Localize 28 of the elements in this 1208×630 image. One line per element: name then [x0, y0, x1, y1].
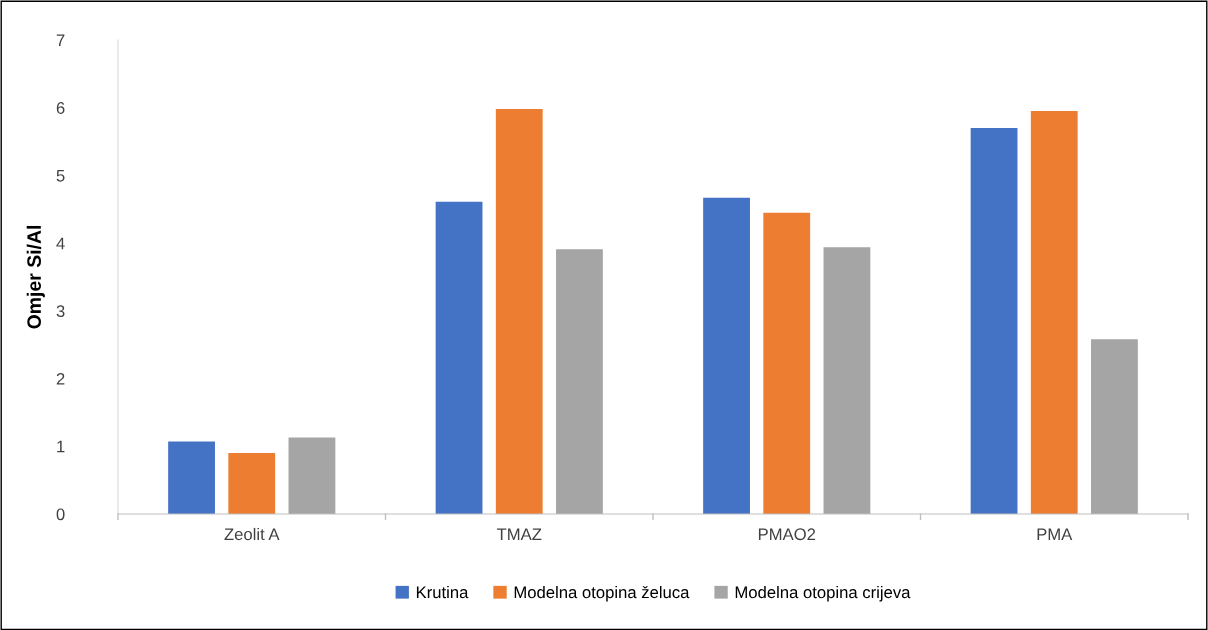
bar — [703, 197, 750, 514]
bar — [556, 249, 603, 514]
bar — [288, 437, 336, 514]
x-tick-label: TMAZ — [496, 528, 542, 540]
y-axis-title: Omjer Si/Al — [26, 225, 45, 329]
legend-label: Modelna otopina crijeva — [735, 585, 911, 602]
x-tick-label: PMA — [1037, 528, 1073, 540]
y-tick-label: 0 — [56, 508, 65, 521]
bar — [1091, 339, 1138, 514]
bar — [228, 453, 276, 514]
y-tick-label: 2 — [56, 372, 65, 385]
y-tick-label: 5 — [56, 170, 65, 182]
y-tick-label: 4 — [56, 237, 65, 250]
legend-label: Modelna otopina želuca — [514, 585, 690, 602]
x-tick-label: Zeolit A — [224, 527, 280, 541]
y-tick-label: 7 — [56, 34, 65, 47]
bar — [495, 109, 543, 514]
x-tick-label: PMAO2 — [758, 528, 816, 541]
bar — [823, 247, 871, 514]
legend-label: Krutina — [416, 585, 469, 599]
y-tick-label: 3 — [56, 305, 65, 318]
bar — [168, 441, 215, 514]
bar — [1030, 111, 1078, 514]
bar — [763, 212, 811, 514]
bar — [970, 128, 1018, 514]
y-tick-label: 6 — [56, 102, 65, 114]
y-tick-label: 1 — [57, 440, 65, 453]
bar — [435, 201, 483, 514]
